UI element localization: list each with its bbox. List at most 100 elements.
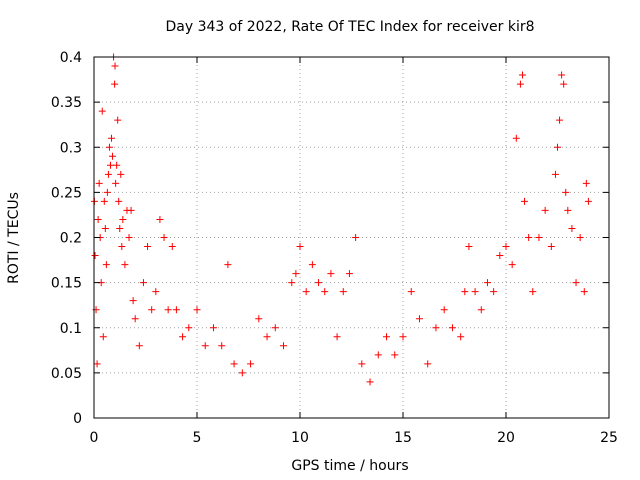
x-tick-label: 20 (497, 430, 515, 446)
data-point (327, 270, 335, 278)
data-point (508, 261, 516, 269)
data-point (471, 288, 479, 296)
data-point (179, 333, 187, 341)
data-point (296, 243, 304, 251)
y-tick-label: 0.2 (60, 231, 82, 247)
data-point (424, 360, 432, 368)
data-point (201, 342, 209, 350)
data-point (302, 288, 310, 296)
data-point (358, 360, 366, 368)
data-point (568, 224, 576, 232)
data-point (461, 288, 469, 296)
data-point (116, 224, 124, 232)
data-point (465, 243, 473, 251)
data-point (366, 378, 374, 386)
data-point (560, 80, 568, 88)
data-point (333, 333, 341, 341)
data-point (512, 134, 520, 142)
data-point (399, 333, 407, 341)
chart-title: Day 343 of 2022, Rate Of TEC Index for r… (165, 19, 534, 35)
data-point (98, 107, 106, 115)
y-tick-label: 0.3 (60, 140, 82, 156)
data-point (496, 252, 504, 260)
data-point (271, 324, 279, 332)
data-point (308, 261, 316, 269)
y-axis-label: ROTI / TECUs (6, 192, 22, 284)
x-tick-label: 15 (394, 430, 412, 446)
data-point (218, 342, 226, 350)
data-point (105, 143, 113, 151)
data-point (131, 315, 139, 323)
data-point (572, 279, 580, 287)
data-point (383, 333, 391, 341)
y-tick-label: 0 (73, 411, 82, 427)
data-point (109, 152, 117, 160)
data-point (556, 116, 564, 124)
data-point (477, 306, 485, 314)
data-point (127, 206, 135, 214)
data-point (94, 215, 102, 223)
y-tick-label: 0.05 (51, 366, 82, 382)
data-point (339, 288, 347, 296)
data-point (106, 161, 114, 169)
x-tick-label: 25 (600, 430, 618, 446)
data-point (562, 188, 570, 196)
data-point (292, 270, 300, 278)
data-point (440, 306, 448, 314)
data-point (547, 243, 555, 251)
data-point (315, 279, 323, 287)
data-point (490, 288, 498, 296)
data-point (580, 288, 588, 296)
data-point (93, 360, 101, 368)
grid-lines (94, 57, 609, 418)
data-point (156, 215, 164, 223)
data-point (160, 234, 168, 241)
data-point (415, 315, 423, 323)
data-point (121, 261, 129, 269)
data-point (541, 206, 549, 214)
data-point (113, 161, 121, 169)
data-point (391, 351, 399, 359)
data-point (564, 206, 572, 214)
data-point (102, 261, 110, 269)
y-tick-label: 0.1 (60, 321, 82, 337)
y-tick-label: 0.15 (51, 276, 82, 292)
data-point (164, 306, 172, 314)
data-point (576, 234, 584, 241)
data-point (111, 80, 119, 88)
data-point (263, 333, 271, 341)
y-axis-ticks: 0 0.05 0.1 0.15 0.2 0.25 0.3 0.35 0.4 (51, 50, 609, 427)
data-point (554, 143, 561, 151)
data-point (135, 342, 143, 350)
data-point (129, 297, 137, 305)
data-point (152, 288, 160, 296)
data-point (280, 342, 288, 350)
data-point (345, 270, 353, 278)
data-point (114, 116, 122, 124)
data-point (91, 252, 99, 260)
data-point (103, 188, 111, 196)
x-tick-label: 5 (193, 430, 202, 446)
data-point (115, 197, 123, 205)
data-point (502, 243, 510, 251)
data-point (558, 71, 566, 79)
x-axis-ticks: 0 5 10 15 20 25 (90, 57, 618, 446)
data-point (172, 306, 180, 314)
data-point (529, 288, 537, 296)
data-point (125, 234, 133, 241)
data-point (185, 324, 193, 332)
data-point (139, 279, 147, 287)
data-point (516, 80, 524, 88)
y-tick-label: 0.25 (51, 185, 82, 201)
data-point (584, 197, 592, 205)
data-point (112, 179, 120, 187)
data-point (230, 360, 238, 368)
y-tick-label: 0.35 (51, 95, 82, 111)
data-point (209, 324, 217, 332)
data-point (108, 134, 116, 142)
data-point (448, 324, 456, 332)
data-point (457, 333, 465, 341)
data-point (117, 170, 125, 178)
data-point (95, 179, 103, 187)
